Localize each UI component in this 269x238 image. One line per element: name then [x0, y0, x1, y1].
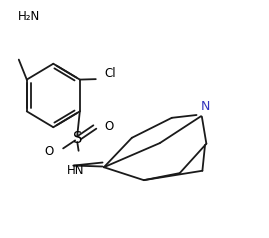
Text: H₂N: H₂N	[18, 10, 40, 23]
Text: N: N	[201, 99, 210, 113]
Text: S: S	[73, 131, 82, 147]
Text: HN: HN	[67, 164, 84, 177]
Text: O: O	[104, 120, 113, 133]
Text: Cl: Cl	[104, 67, 115, 80]
Text: O: O	[44, 145, 53, 159]
